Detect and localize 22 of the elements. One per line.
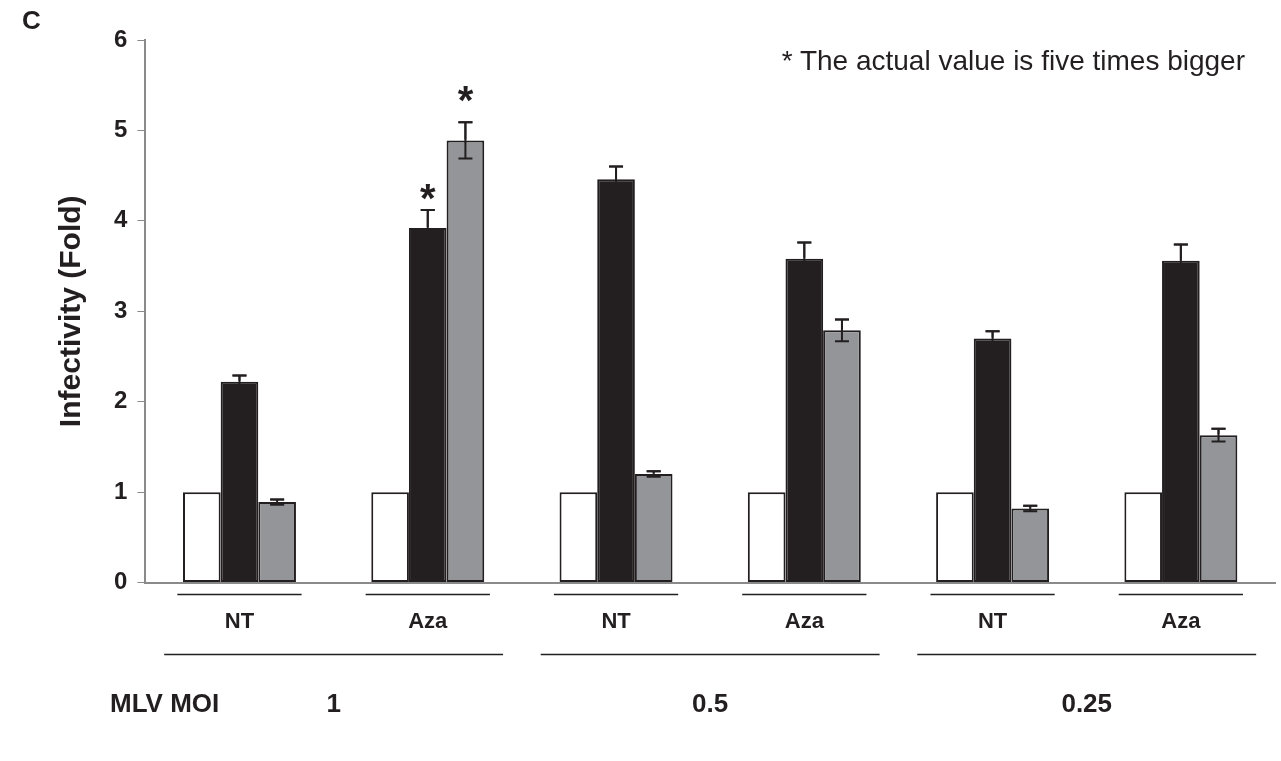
x-tick-label: NT — [224, 607, 255, 633]
y-tick-label: 6 — [113, 24, 128, 52]
y-tick-label: 3 — [113, 295, 128, 323]
text: 0.25 — [1061, 687, 1113, 718]
annotation: * The actual value is five times bigger — [781, 44, 1245, 76]
annotation: * — [457, 78, 474, 123]
text: C — [22, 5, 41, 36]
x-tick-label: Aza — [1161, 607, 1202, 633]
text: 1 — [326, 687, 341, 718]
y-tick-label: 2 — [113, 386, 128, 414]
text: MLV MOI — [110, 687, 220, 718]
y-tick-label: 1 — [113, 476, 128, 504]
annotation: * — [419, 176, 436, 221]
x-tick-label: NT — [601, 607, 632, 633]
x-tick-label: NT — [977, 607, 1008, 633]
y-tick-label: 0 — [113, 567, 128, 595]
x-tick-label: Aza — [408, 607, 449, 633]
y-tick-label: 4 — [113, 205, 128, 233]
x-tick-label: Aza — [784, 607, 825, 633]
y-axis-title: Infectivity (Fold) — [53, 195, 87, 428]
text: 0.5 — [692, 687, 729, 718]
y-tick-label: 5 — [113, 115, 128, 143]
